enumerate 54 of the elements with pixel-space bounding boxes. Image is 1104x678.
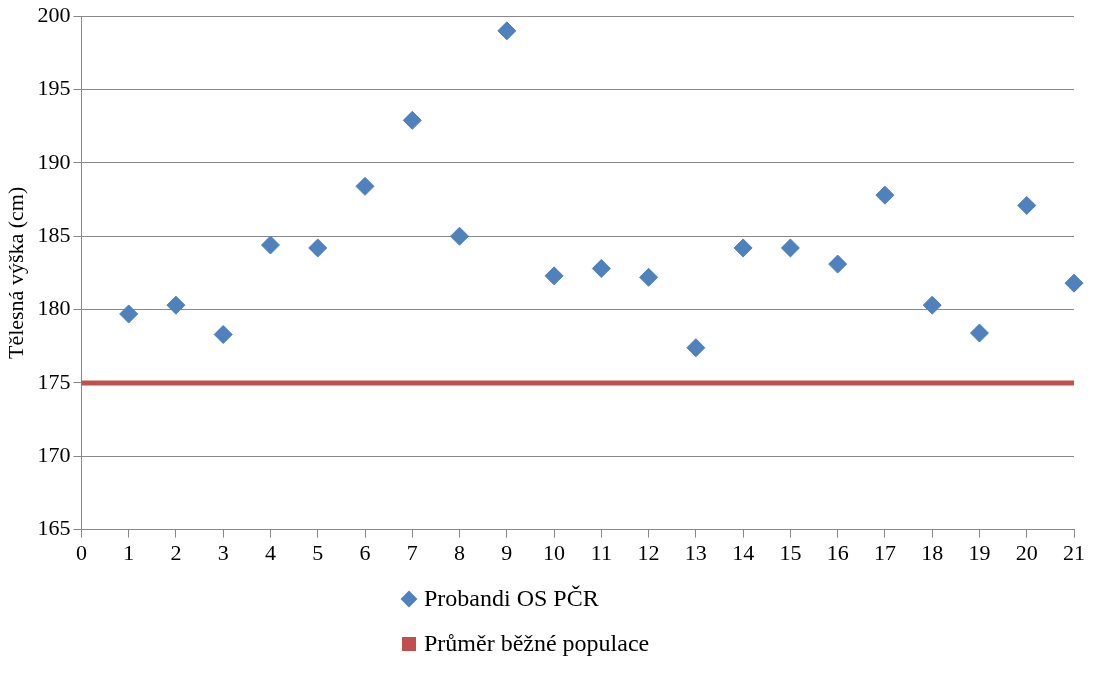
point	[922, 295, 942, 315]
x-tick-label: 7	[406, 539, 418, 565]
point	[450, 226, 470, 246]
y-tick-label: 200	[37, 1, 71, 27]
point	[639, 267, 659, 287]
x-tick-label: 18	[921, 539, 944, 565]
point	[733, 238, 753, 258]
point	[260, 235, 280, 255]
point	[402, 110, 422, 130]
x-tick-label: 17	[873, 539, 896, 565]
y-tick-label: 190	[37, 148, 71, 174]
y-axis-title: Tělesná výška (cm)	[2, 186, 28, 360]
point	[875, 185, 895, 205]
point	[544, 266, 564, 286]
x-tick-label: 1	[123, 539, 135, 565]
x-tick-label: 4	[264, 539, 276, 565]
x-tick-label: 15	[779, 539, 802, 565]
x-tick-label: 21	[1063, 539, 1085, 565]
y-tick-label: 165	[37, 515, 71, 541]
point	[1064, 273, 1084, 293]
x-tick-label: 3	[217, 539, 229, 565]
x-tick-label: 11	[590, 539, 612, 565]
x-tick-label: 9	[501, 539, 513, 565]
legend-label: Průměr běžné populace	[424, 630, 650, 657]
x-tick-label: 2	[170, 539, 182, 565]
point	[686, 338, 706, 358]
point	[166, 295, 186, 315]
y-tick-label: 170	[37, 442, 71, 468]
x-tick-label: 16	[826, 539, 849, 565]
x-tick-label: 0	[75, 539, 87, 565]
point	[213, 325, 233, 345]
x-tick-label: 8	[454, 539, 466, 565]
point	[355, 176, 375, 196]
x-tick-label: 5	[312, 539, 324, 565]
y-tick-label: 195	[37, 75, 71, 101]
x-tick-label: 14	[732, 539, 755, 565]
point	[1017, 195, 1037, 215]
x-tick-label: 19	[968, 539, 991, 565]
x-tick-label: 6	[359, 539, 371, 565]
point	[308, 238, 328, 258]
y-tick-label: 180	[37, 295, 71, 321]
x-tick-label: 12	[637, 539, 660, 565]
point	[828, 254, 848, 274]
legend-label: Probandi OS PČR	[424, 585, 599, 612]
x-tick-label: 13	[684, 539, 707, 565]
point	[969, 323, 989, 343]
x-tick-label: 20	[1015, 539, 1038, 565]
point	[591, 259, 611, 278]
point	[780, 238, 800, 258]
point	[497, 21, 517, 41]
point	[119, 304, 139, 324]
x-tick-label: 10	[543, 539, 566, 565]
y-tick-label: 175	[37, 368, 71, 394]
y-tick-label: 185	[37, 222, 71, 248]
